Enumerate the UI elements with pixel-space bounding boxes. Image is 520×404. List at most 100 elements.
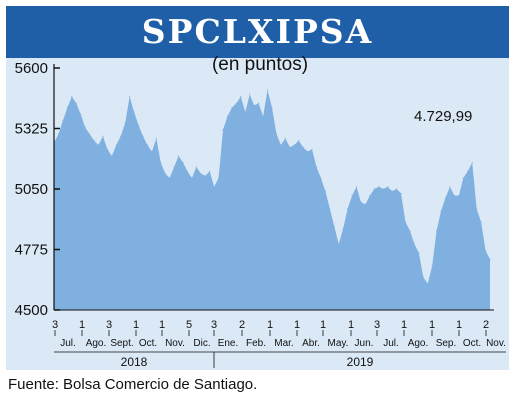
x-day-label: 1 (401, 319, 407, 331)
data-point (329, 208, 331, 210)
data-point (266, 89, 269, 91)
data-point (71, 96, 73, 98)
data-point (471, 162, 473, 164)
data-point (387, 186, 389, 188)
data-point (151, 151, 153, 153)
data-point (186, 170, 189, 172)
data-point (436, 230, 438, 232)
data-point (391, 190, 393, 192)
data-point (129, 96, 131, 98)
data-point (258, 102, 260, 104)
data-point (413, 243, 415, 245)
data-point (320, 177, 322, 179)
data-point (204, 175, 206, 177)
x-day-label: 3 (106, 319, 112, 331)
data-point (120, 135, 122, 137)
x-month-label: Ene. (218, 338, 239, 349)
data-point (382, 188, 384, 190)
x-month-label: Jul. (60, 338, 76, 349)
data-point (462, 177, 464, 179)
data-point (480, 221, 482, 223)
data-point (351, 195, 353, 197)
data-point (57, 133, 60, 135)
data-point (311, 148, 313, 150)
chart-subtitle: (en puntos) (211, 54, 309, 75)
data-point (289, 146, 291, 148)
x-day-label: 3 (52, 319, 58, 331)
data-point (84, 126, 86, 128)
data-point (137, 124, 140, 126)
x-day-label: 2 (239, 319, 245, 331)
data-point (458, 195, 460, 197)
data-point (275, 133, 278, 135)
data-point (262, 115, 264, 117)
data-point (306, 151, 309, 153)
data-point (191, 177, 193, 179)
x-month-label: Mar. (274, 338, 293, 349)
x-month-label: Sept. (110, 338, 133, 349)
x-month-label: May. (328, 338, 349, 349)
x-month-label: Feb. (246, 338, 266, 349)
data-point (440, 210, 442, 212)
data-point (422, 276, 424, 278)
x-day-label: 1 (294, 319, 300, 331)
x-day-label: 3 (374, 319, 380, 331)
chart-title: SPCLXIPSA (141, 12, 374, 51)
data-point (213, 186, 215, 188)
data-point (231, 107, 233, 109)
data-point (146, 144, 149, 146)
data-point (360, 201, 362, 203)
data-point (280, 144, 282, 146)
data-point (476, 208, 478, 210)
data-point (182, 162, 184, 164)
data-point (222, 129, 224, 131)
x-year-label: 2018 (121, 355, 148, 369)
data-point (88, 133, 91, 135)
data-point (209, 170, 211, 172)
y-tick-label: 5050 (15, 181, 48, 198)
data-point (355, 186, 358, 188)
data-point (133, 111, 135, 113)
x-month-label: Ago. (86, 338, 107, 349)
x-month-label: Oct. (139, 338, 157, 349)
data-point (164, 173, 166, 175)
data-point (80, 113, 82, 115)
x-day-label: 1 (348, 319, 354, 331)
series-area (54, 90, 490, 310)
data-point (449, 186, 451, 188)
data-point (302, 146, 304, 148)
last-value-label: 4.729,99 (414, 108, 473, 125)
data-point (369, 195, 371, 197)
data-point (489, 258, 491, 260)
data-point (93, 140, 95, 142)
data-point (226, 115, 229, 117)
x-month-label: Nov. (486, 338, 506, 349)
y-tick-label: 4775 (15, 242, 48, 259)
data-point (240, 96, 242, 98)
data-point (373, 188, 375, 190)
x-day-label: 1 (159, 319, 165, 331)
data-point (200, 173, 202, 175)
data-point (235, 102, 238, 104)
data-point (409, 230, 411, 232)
data-point (155, 137, 157, 139)
data-point (75, 102, 77, 104)
data-point (453, 195, 456, 197)
data-point (115, 144, 117, 146)
x-year-label: 2019 (347, 355, 374, 369)
data-point (298, 140, 300, 142)
x-month-label: Jul. (383, 338, 399, 349)
y-tick-label: 5600 (15, 60, 48, 77)
data-point (169, 177, 171, 179)
data-point (195, 166, 197, 168)
y-tick-label: 4500 (15, 302, 48, 319)
x-month-label: Dic. (193, 338, 210, 349)
x-day-label: 1 (267, 319, 273, 331)
x-month-label: Nov. (165, 338, 185, 349)
x-day-label: 1 (79, 319, 85, 331)
data-point (249, 93, 251, 95)
data-point (102, 135, 104, 137)
data-point (431, 265, 433, 267)
x-month-label: Oct. (463, 338, 481, 349)
data-point (218, 177, 220, 179)
